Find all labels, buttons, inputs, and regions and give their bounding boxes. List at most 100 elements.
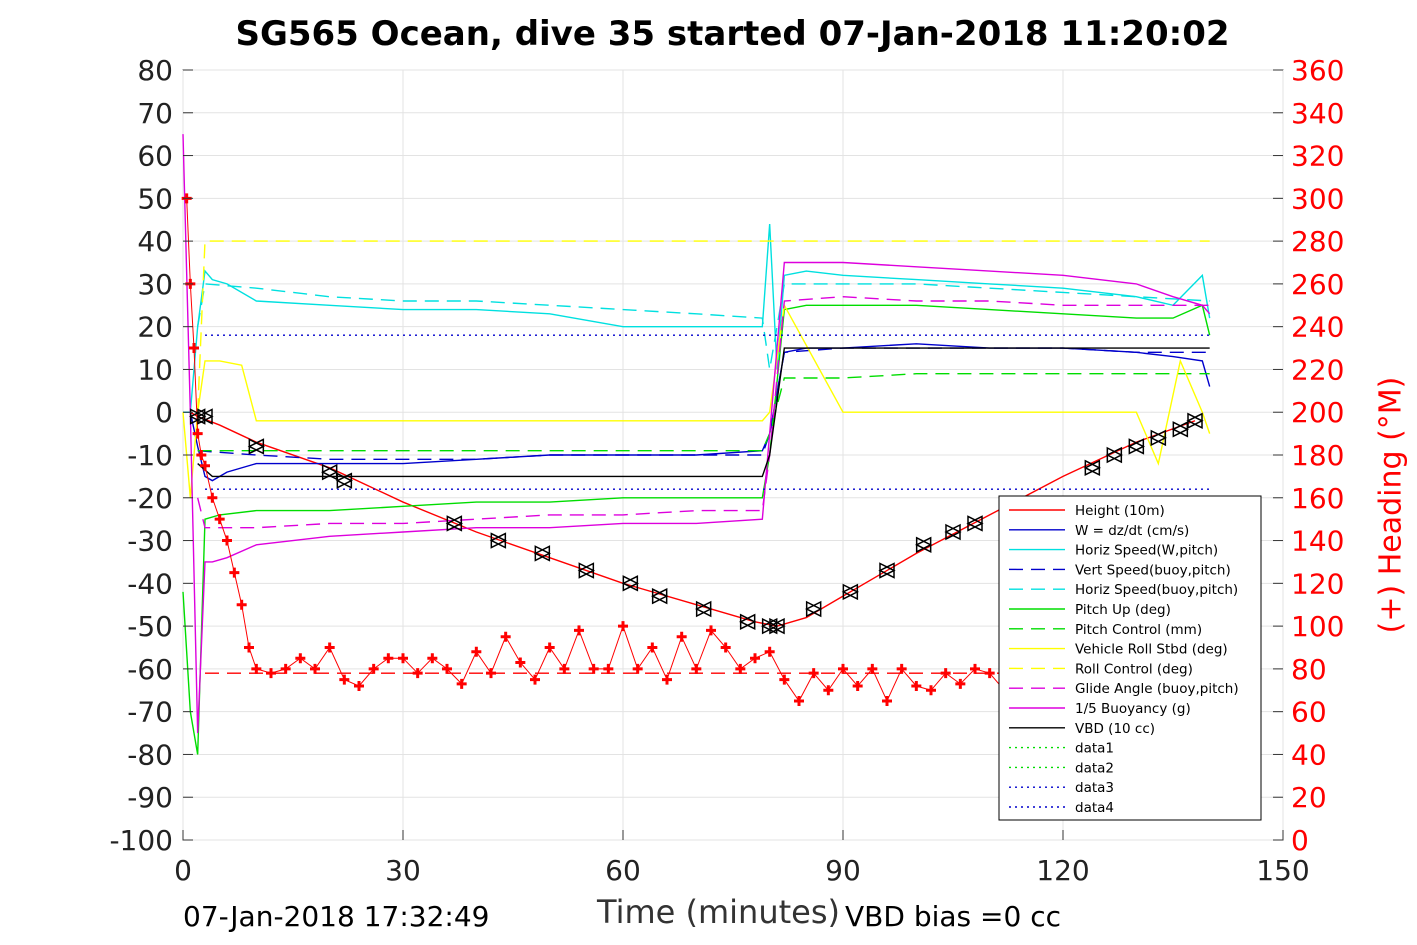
y2-tick-label: 260 <box>1291 268 1344 301</box>
heading-point <box>838 663 848 674</box>
series-line-series-5 <box>182 304 1211 755</box>
series-line-series-8 <box>196 240 1210 413</box>
depth-marker <box>1171 421 1190 438</box>
legend-label: data3 <box>1075 780 1114 796</box>
depth-marker <box>621 575 640 592</box>
y2-tick-label: 120 <box>1291 567 1344 600</box>
heading-point <box>354 681 364 691</box>
x-tick-label: 120 <box>1036 854 1089 887</box>
x-tick-label: 90 <box>825 854 861 887</box>
y2-tick-label: 200 <box>1291 396 1344 429</box>
depth-marker <box>1105 446 1124 464</box>
legend-label: Vert Speed(buoy,pitch) <box>1075 562 1231 578</box>
heading-point <box>940 668 951 679</box>
heading-point <box>310 663 320 674</box>
legend-label: Horiz Speed(buoy,pitch) <box>1075 582 1238 598</box>
heading-point <box>559 663 570 674</box>
y-tick-label: -70 <box>127 696 173 729</box>
y2-tick-label: 60 <box>1291 696 1327 729</box>
y-tick-label: 40 <box>137 225 173 258</box>
heading-point <box>427 653 438 664</box>
depth-marker <box>768 617 786 635</box>
heading-point <box>882 695 892 706</box>
y-tick-label: -100 <box>109 824 173 857</box>
heading-line <box>186 198 1005 703</box>
heading-point <box>471 646 482 657</box>
depth-marker <box>445 515 464 532</box>
heading-point <box>236 599 247 610</box>
heading-point <box>691 663 702 674</box>
legend-label: data2 <box>1075 760 1114 776</box>
series-line-series-3 <box>197 347 1210 460</box>
y2-tick-label: 140 <box>1291 525 1344 558</box>
y-tick-label: -30 <box>127 525 173 558</box>
depth-marker <box>577 562 596 579</box>
x-axis-label: Time (minutes) <box>597 893 840 931</box>
depth-marker <box>1149 429 1168 447</box>
y-tick-label: 0 <box>155 396 173 429</box>
y-tick-label: 20 <box>137 311 173 344</box>
x-tick-label: 30 <box>385 854 421 887</box>
depth-marker <box>335 472 354 489</box>
heading-point <box>324 642 335 653</box>
y-tick-label: -60 <box>127 653 173 686</box>
y-tick-label: -50 <box>127 610 173 643</box>
heading-point <box>735 663 746 674</box>
legend-label: Vehicle Roll Stbd (deg) <box>1075 642 1228 658</box>
y-tick-label: 60 <box>137 140 173 173</box>
series-layer <box>181 134 1211 755</box>
legend: Height (10m) W = dz/dt (cm/s) Horiz Speed(… <box>998 495 1262 821</box>
depth-marker <box>247 438 266 455</box>
heading-point <box>214 514 225 525</box>
heading-point <box>515 657 526 668</box>
heading-point <box>720 642 731 653</box>
heading-point <box>189 343 199 354</box>
series-line-series-10 <box>182 134 1211 734</box>
depth-marker <box>966 515 984 532</box>
y-tick-label: -90 <box>127 781 173 814</box>
y2-tick-label: 180 <box>1291 439 1344 472</box>
heading-point <box>544 642 555 653</box>
depth-marker <box>804 600 823 618</box>
y2-tick-label: 0 <box>1291 824 1309 857</box>
heading-point <box>486 668 496 679</box>
heading-point <box>970 663 980 674</box>
heading-point <box>222 535 232 546</box>
heading-point <box>200 460 210 471</box>
chart-title: SG565 Ocean, dive 35 started 07-Jan-2018… <box>235 14 1230 54</box>
heading-point <box>618 621 628 632</box>
legend-label: data1 <box>1075 741 1114 757</box>
depth-marker <box>841 583 860 601</box>
y-tick-label: 10 <box>137 353 173 386</box>
legend-label: Horiz Speed(W,pitch) <box>1075 543 1218 559</box>
legend-label: Pitch Up (deg) <box>1075 602 1171 618</box>
y2-tick-label: 340 <box>1291 97 1344 130</box>
heading-point <box>588 663 599 674</box>
legend-label: data4 <box>1075 800 1114 816</box>
heading-point <box>266 668 276 679</box>
y2-tick-label: 280 <box>1291 225 1344 258</box>
heading-point <box>339 674 350 685</box>
heading-point <box>603 663 614 674</box>
heading-point <box>794 695 804 706</box>
y2-tick-label: 160 <box>1291 482 1344 515</box>
series-line-series-11 <box>197 347 1210 478</box>
y2-tick-label: 240 <box>1291 311 1344 344</box>
depth-marker <box>489 532 508 549</box>
legend-label: Roll Control (deg) <box>1075 661 1193 677</box>
series-line-series-9 <box>196 296 1210 529</box>
heading-point <box>412 668 423 679</box>
footer-vbd-bias: VBD bias =0 cc <box>845 900 1061 933</box>
depth-marker <box>1083 459 1102 477</box>
heading-point <box>398 653 408 664</box>
heading-point <box>676 631 687 642</box>
series-line-series-7 <box>182 303 1211 498</box>
legend-label: W = dz/dt (cm/s) <box>1075 523 1189 539</box>
heading-point <box>229 567 240 578</box>
heading-point <box>632 663 643 674</box>
legend-label: VBD (10 cc) <box>1075 721 1155 737</box>
heading-point <box>926 685 936 696</box>
heading-point <box>764 646 775 657</box>
heading-point <box>984 668 995 679</box>
